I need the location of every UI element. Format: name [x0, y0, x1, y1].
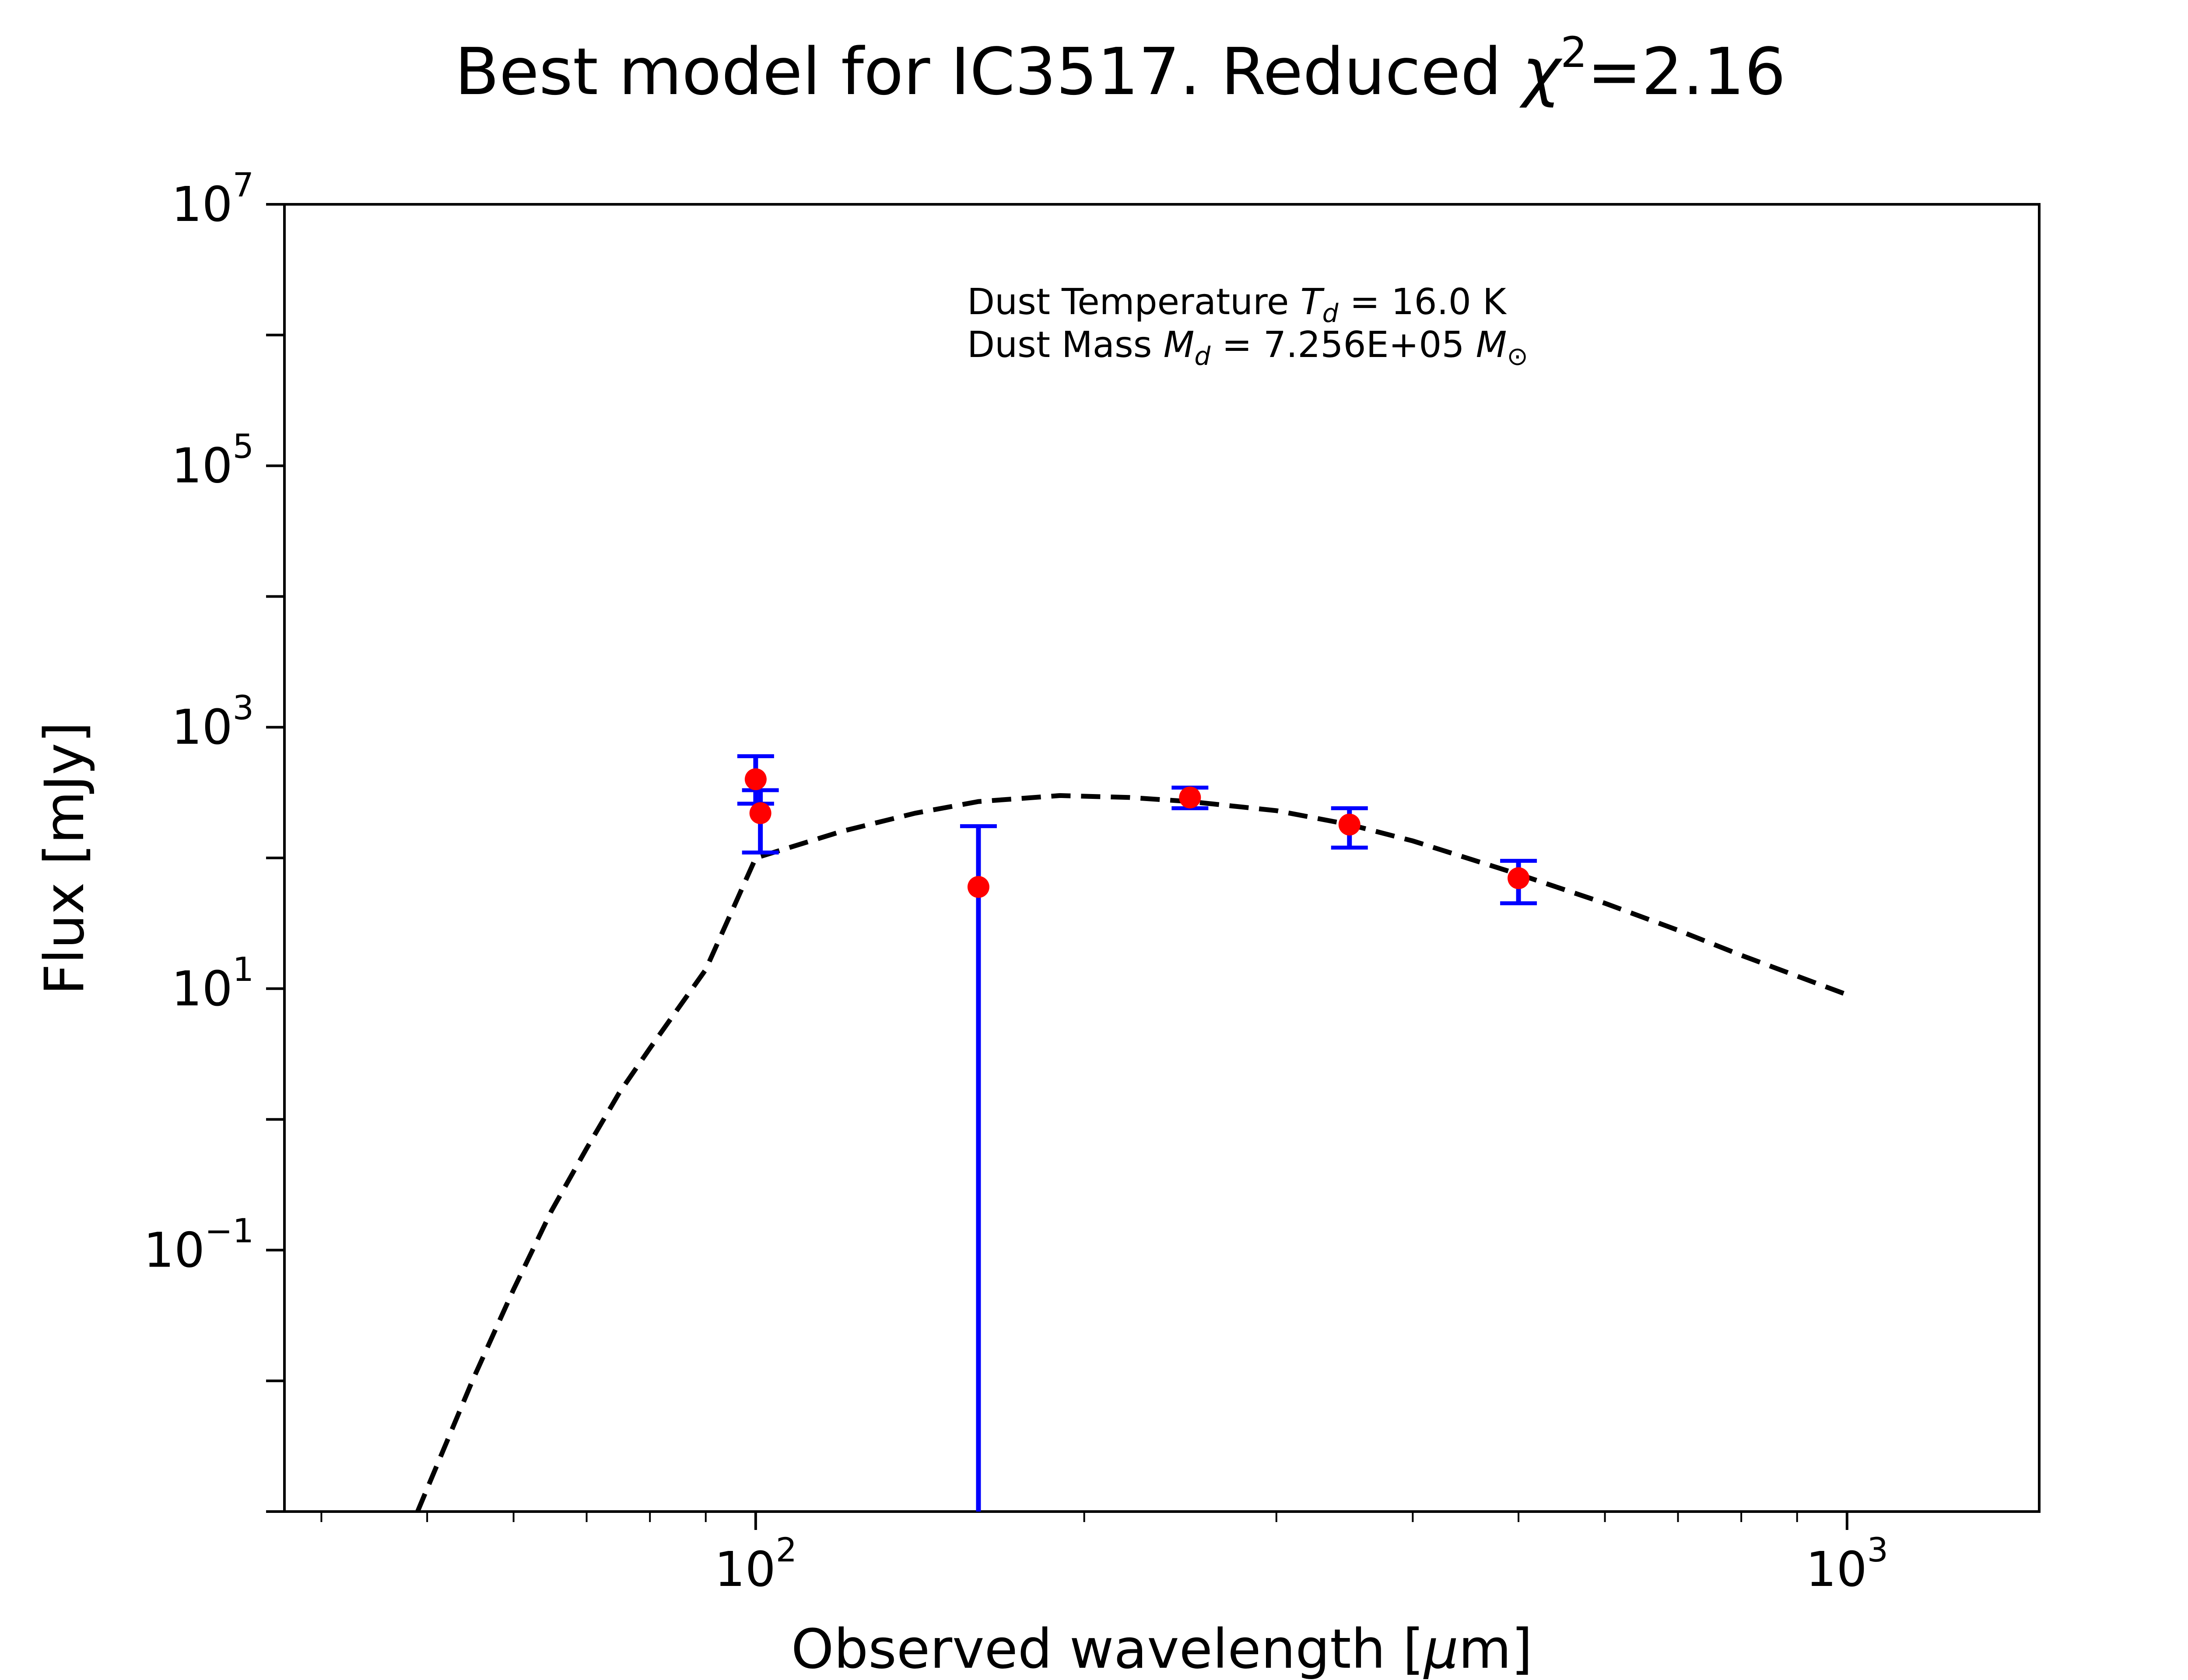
y-tick-exp: −1	[205, 1211, 254, 1250]
annotation-mass-sub: d	[1194, 341, 1211, 371]
chart-title-value: =2.16	[1587, 34, 1786, 109]
annotation-mass-prefix: Dust Mass	[967, 324, 1164, 366]
y-tick-exp: 1	[233, 950, 254, 989]
y-tick-exp: 3	[233, 688, 254, 727]
y-tick-base: 10	[172, 699, 233, 755]
annotation-temperature-value: = 16.0 K	[1338, 281, 1507, 323]
annotation-temperature-prefix: Dust Temperature	[967, 281, 1301, 323]
annotation-temperature-var: T	[1301, 281, 1325, 323]
annotation-temperature: Dust Temperature Td = 16.0 K	[967, 281, 1507, 328]
x-tick-label: 102	[715, 1530, 797, 1597]
x-axis-ticks: 102 103	[320, 1512, 1888, 1597]
model-curve	[415, 793, 1848, 1512]
x-tick-base: 10	[1806, 1541, 1867, 1597]
annotation-mass-value: = 7.256E+05	[1210, 324, 1476, 366]
chart-title-chi-exp: 2	[1560, 28, 1587, 77]
data-point	[744, 768, 767, 791]
data-point	[749, 802, 771, 824]
x-tick-label: 103	[1806, 1530, 1888, 1597]
data-point	[1508, 867, 1530, 889]
x-axis-label: Observed wavelength [μm]	[791, 1618, 1532, 1680]
y-tick-label: 103	[172, 688, 254, 755]
y-tick-base: 10	[172, 176, 233, 232]
chart-title: Best model for IC3517. Reduced χ2=2.16	[455, 28, 1786, 109]
annotation-mass-unit: M	[1476, 324, 1507, 366]
annotation-temperature-sub: d	[1322, 298, 1339, 328]
y-tick-label: 101	[172, 950, 254, 1017]
annotation-mass-var: M	[1164, 324, 1195, 366]
data-point	[1179, 786, 1201, 808]
y-tick-label: 107	[172, 165, 254, 232]
y-tick-base: 10	[172, 438, 233, 494]
chart-title-chi: χ	[1519, 34, 1563, 109]
x-tick-exp: 3	[1867, 1530, 1888, 1569]
model-layer	[415, 793, 1848, 1512]
data-point	[967, 876, 989, 898]
y-axis-label: Flux [mJy]	[33, 722, 96, 995]
x-axis-label-mu: μ	[1423, 1618, 1459, 1680]
y-tick-base: 10	[172, 961, 233, 1017]
y-tick-base: 10	[144, 1222, 205, 1278]
chart-title-main: Best model for IC3517. Reduced	[455, 34, 1522, 109]
y-tick-exp: 7	[233, 165, 254, 204]
x-tick-exp: 2	[776, 1530, 797, 1569]
point-layer	[744, 768, 1530, 898]
x-axis-label-unit: m]	[1459, 1618, 1532, 1680]
x-tick-base: 10	[715, 1541, 776, 1597]
annotation-mass-unit-sub: ⊙	[1507, 341, 1528, 371]
data-point	[1338, 813, 1360, 836]
x-axis-label-main: Observed wavelength [	[791, 1618, 1424, 1680]
plot-frame	[283, 203, 2041, 1513]
y-tick-label: 105	[172, 427, 254, 494]
y-tick-exp: 5	[233, 427, 254, 466]
y-tick-label: 10−1	[144, 1211, 254, 1278]
errorbar-layer	[737, 754, 1537, 1512]
annotation-mass: Dust Mass Md = 7.256E+05 M⊙	[967, 324, 1528, 371]
errorbar	[960, 824, 997, 1512]
